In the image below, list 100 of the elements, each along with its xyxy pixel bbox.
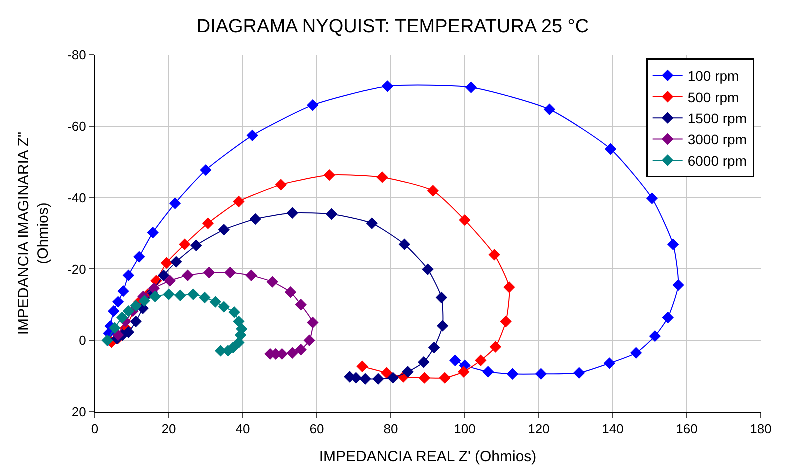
point [109, 322, 121, 334]
x-tick-label: 120 [528, 422, 550, 437]
point [649, 330, 662, 342]
point [148, 282, 160, 294]
point [164, 275, 176, 287]
point [275, 179, 287, 191]
point [490, 341, 502, 353]
point [122, 270, 135, 282]
point [475, 354, 487, 366]
point [504, 282, 516, 294]
point [667, 238, 680, 250]
point [108, 305, 120, 318]
point [381, 367, 393, 379]
legend-label: 6000 rpm [688, 152, 747, 169]
point [118, 285, 130, 298]
point [646, 192, 658, 204]
legend-label: 3000 rpm [688, 132, 747, 148]
point [158, 270, 170, 282]
point [307, 99, 319, 112]
point [190, 240, 202, 252]
point [163, 288, 175, 300]
point [182, 270, 194, 282]
y-tick-label: 0 [79, 333, 86, 348]
point [428, 342, 440, 354]
y-axis-title: IMPEDANCIA IMAGINARIA Z'' (Ohmios) [15, 132, 52, 336]
point [307, 316, 319, 329]
point [116, 312, 128, 324]
point [233, 196, 245, 208]
point [360, 373, 372, 386]
point [286, 347, 298, 359]
point [604, 143, 617, 156]
point [218, 301, 230, 313]
point [439, 372, 451, 384]
point [188, 288, 200, 300]
point [130, 300, 142, 312]
y-tick-label: -40 [68, 190, 86, 206]
x-tick-label: 100 [454, 422, 476, 437]
point [436, 292, 448, 304]
chart-title: DIAGRAMA NYQUIST: TEMPERATURA 25 °C [196, 16, 590, 38]
point [295, 299, 307, 311]
point [506, 368, 519, 380]
point [418, 356, 430, 368]
point [459, 214, 471, 226]
legend-label: 500 rpm [688, 89, 740, 106]
y-tick-label: -80 [68, 48, 86, 63]
point [218, 224, 230, 236]
x-tick-label: 20 [162, 422, 176, 437]
point [233, 316, 245, 328]
point [356, 360, 368, 373]
point [246, 270, 258, 282]
y-tick-label: -20 [68, 262, 86, 277]
point [266, 276, 278, 288]
point [482, 366, 494, 378]
legend-label: 100 rpm [688, 68, 740, 84]
point [169, 198, 182, 210]
x-tick-label: 160 [676, 422, 698, 437]
point [672, 279, 684, 292]
point [630, 347, 642, 359]
point [324, 169, 336, 182]
point [174, 290, 186, 302]
point [458, 366, 470, 378]
point [138, 295, 150, 307]
legend-label: 1500 rpm [688, 110, 747, 127]
point [604, 358, 616, 370]
point [203, 266, 216, 279]
point [382, 80, 394, 92]
point [286, 207, 298, 219]
point [398, 238, 411, 250]
point [147, 226, 159, 239]
point [418, 372, 431, 384]
point [304, 334, 316, 346]
point [112, 329, 124, 342]
point [544, 104, 556, 116]
point [170, 256, 182, 268]
point [122, 326, 135, 338]
point [202, 218, 214, 230]
point [246, 130, 258, 142]
point [210, 296, 222, 308]
point [376, 172, 388, 184]
point [436, 320, 449, 332]
point [535, 368, 548, 380]
point [200, 164, 212, 176]
point [500, 316, 512, 328]
point [179, 238, 191, 250]
point [112, 296, 124, 308]
point [149, 290, 162, 303]
point [295, 344, 307, 356]
point [228, 306, 240, 318]
point [122, 305, 135, 318]
point [130, 316, 142, 328]
point [372, 373, 384, 386]
point [402, 366, 414, 378]
point [427, 185, 440, 197]
x-tick-label: 180 [750, 422, 772, 437]
y-tick-label: 20 [72, 404, 86, 420]
x-tick-label: 40 [236, 422, 250, 437]
point [422, 264, 434, 276]
point [465, 82, 478, 94]
x-tick-label: 80 [384, 422, 398, 437]
y-tick-label: -60 [68, 118, 86, 134]
